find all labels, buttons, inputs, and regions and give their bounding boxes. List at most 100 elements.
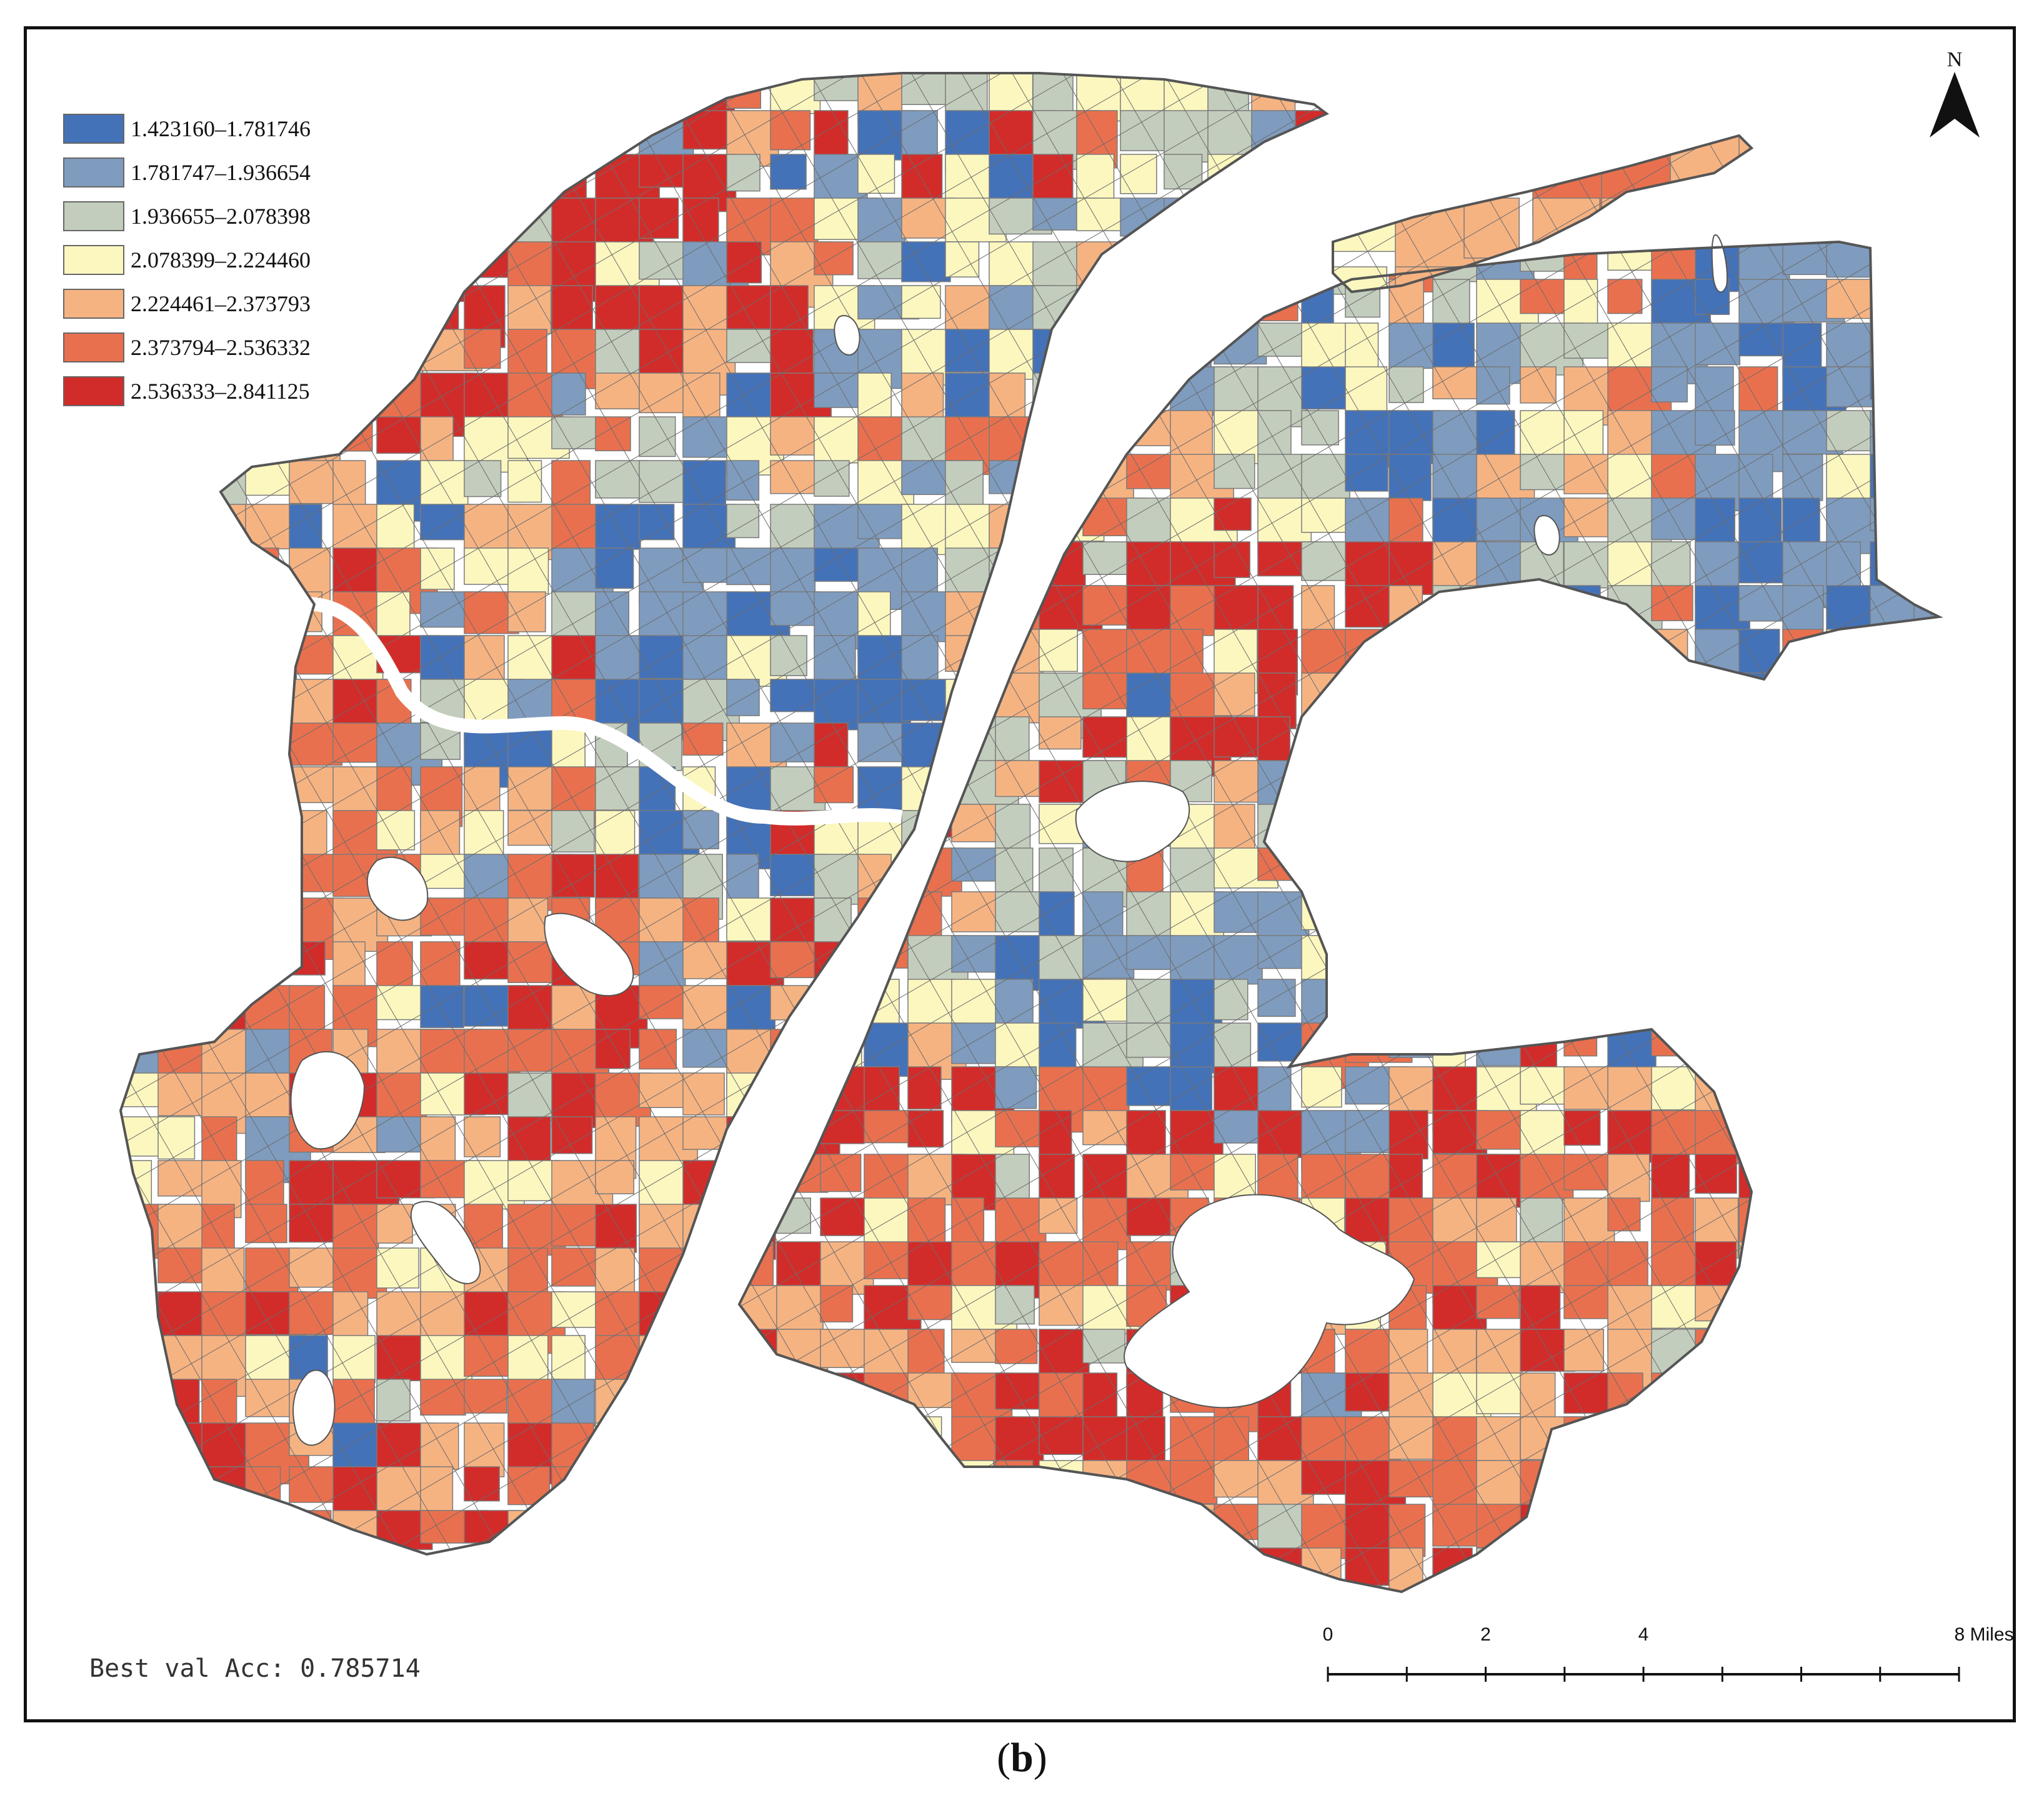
census-tract xyxy=(1826,672,1869,727)
census-tract xyxy=(202,1554,256,1608)
census-tract xyxy=(1082,366,1122,400)
lake xyxy=(1711,234,1728,293)
census-tract xyxy=(1913,541,1939,594)
census-tract xyxy=(1333,136,1381,226)
census-tract xyxy=(820,1547,862,1592)
lake xyxy=(366,856,429,921)
census-tract xyxy=(1039,366,1105,404)
census-tract xyxy=(1913,760,1939,824)
census-tract xyxy=(1388,847,1441,906)
census-tract xyxy=(814,1029,852,1089)
census-tract xyxy=(1476,1547,1523,1592)
census-tract xyxy=(1476,672,1532,737)
census-tract xyxy=(1345,804,1388,837)
census-tract xyxy=(201,854,244,887)
census-tract xyxy=(951,1504,1019,1563)
census-tract xyxy=(1738,1504,1805,1543)
census-tract xyxy=(864,1504,905,1569)
census-tract xyxy=(739,1460,793,1520)
census-tract xyxy=(820,1416,875,1464)
census-tract xyxy=(1782,1285,1845,1323)
census-tract xyxy=(1738,935,1782,971)
census-tract xyxy=(157,635,198,670)
census-tract xyxy=(1607,1547,1673,1585)
census-tract xyxy=(739,1504,774,1561)
census-tract xyxy=(1432,935,1487,977)
census-tract xyxy=(1257,242,1314,300)
legend-item: 1.936655–2.078398 xyxy=(63,194,311,238)
census-tract xyxy=(1738,1110,1783,1163)
census-tract xyxy=(377,1554,429,1591)
census-tract xyxy=(726,1160,769,1201)
census-tract xyxy=(1301,760,1339,794)
census-tract xyxy=(1388,1022,1442,1058)
west-district-outline xyxy=(119,72,1329,1556)
census-tract xyxy=(1252,1554,1284,1616)
north-arrow-icon xyxy=(1930,72,1980,137)
census-tract xyxy=(332,154,384,207)
census-tract xyxy=(376,73,434,116)
census-tract xyxy=(1695,1547,1734,1581)
census-tract xyxy=(682,1247,740,1313)
census-tract xyxy=(1870,847,1921,882)
census-tract xyxy=(814,985,860,1034)
census-tract xyxy=(201,810,256,849)
census-tract xyxy=(332,329,379,365)
census-tract xyxy=(1738,891,1778,956)
census-tract xyxy=(739,1547,775,1589)
census-tract xyxy=(639,1422,696,1456)
census-tract xyxy=(1782,891,1818,947)
census-tract xyxy=(1913,1329,1939,1379)
census-tract xyxy=(1607,935,1663,989)
census-tract xyxy=(1826,1460,1873,1528)
census-tract xyxy=(157,897,225,944)
census-tract xyxy=(121,1291,154,1354)
census-tract xyxy=(1826,716,1885,766)
census-tract xyxy=(201,635,237,700)
census-tract xyxy=(857,1510,899,1551)
census-tract xyxy=(1913,935,1939,969)
census-tract xyxy=(121,722,177,761)
north-arrow: N xyxy=(1927,48,1983,144)
census-tract xyxy=(1032,460,1084,527)
census-tract xyxy=(1251,241,1304,288)
census-tract xyxy=(864,1591,900,1592)
census-tract xyxy=(1782,1110,1837,1155)
legend-label: 1.936655–2.078398 xyxy=(131,204,311,229)
census-tract xyxy=(1520,716,1557,784)
census-tract xyxy=(1039,410,1107,464)
census-tract xyxy=(1913,1241,1939,1276)
census-tract xyxy=(1913,242,1939,282)
census-tract xyxy=(864,1416,898,1454)
census-tract xyxy=(1913,716,1939,774)
census-tract xyxy=(157,460,223,495)
census-tract xyxy=(1695,760,1756,799)
accuracy-annotation: Best val Acc: 0.785714 xyxy=(89,1654,421,1683)
census-tract xyxy=(1476,629,1512,681)
census-tract xyxy=(157,547,211,613)
census-tract xyxy=(1826,891,1873,954)
census-tract xyxy=(683,1554,745,1614)
census-tract xyxy=(989,1554,1027,1601)
census-tract xyxy=(864,1547,910,1592)
census-tract xyxy=(420,110,453,165)
census-tract xyxy=(1738,1066,1790,1104)
census-tract xyxy=(776,1504,823,1546)
census-tract xyxy=(776,1372,815,1410)
census-tract xyxy=(1476,585,1533,621)
census-tract xyxy=(1345,672,1385,739)
census-tract xyxy=(1826,1154,1874,1216)
census-tract xyxy=(1913,497,1939,543)
census-tract xyxy=(158,1554,219,1602)
census-tract xyxy=(1126,1504,1184,1567)
census-tract xyxy=(1520,804,1571,845)
census-tract xyxy=(1826,1066,1886,1116)
census-tract xyxy=(1870,760,1935,801)
census-tract xyxy=(1651,935,1686,999)
census-tract xyxy=(1607,1460,1669,1514)
census-tract xyxy=(1076,372,1136,429)
census-tract xyxy=(995,1547,1054,1589)
legend-item: 2.078399–2.224460 xyxy=(63,238,311,282)
census-tract xyxy=(1695,804,1732,846)
caption-close: ) xyxy=(1033,1735,1047,1781)
